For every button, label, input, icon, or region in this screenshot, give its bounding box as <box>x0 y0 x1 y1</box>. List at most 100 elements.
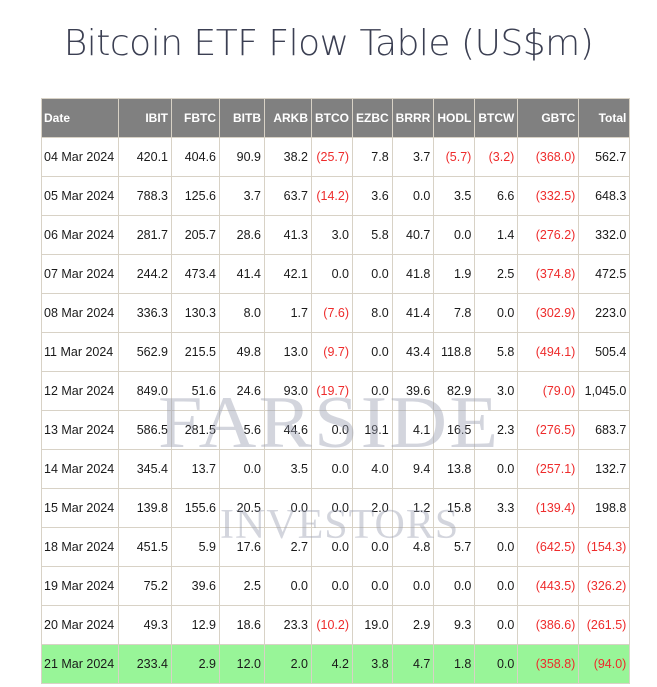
cell-gbtc: (302.9) <box>517 293 580 333</box>
cell-total: (326.2) <box>578 566 631 606</box>
cell-gbtc: (374.8) <box>517 254 580 294</box>
cell-ezbc: 0.0 <box>352 371 393 411</box>
cell-ibit: 281.7 <box>118 215 172 255</box>
cell-fbtc: 215.5 <box>171 332 220 372</box>
cell-total: 648.3 <box>578 176 631 216</box>
cell-btcw: 6.6 <box>474 176 519 216</box>
cell-btcw: 1.4 <box>474 215 519 255</box>
cell-arkb: 2.7 <box>264 527 312 567</box>
column-header-total[interactable]: Total <box>578 98 631 138</box>
cell-btco: 4.2 <box>311 644 353 684</box>
cell-date: 04 Mar 2024 <box>41 137 119 177</box>
table-row: 19 Mar 2024 75.2 39.6 2.5 0.0 0.0 0.0 0.0 0.0 0.0… <box>41 566 631 606</box>
cell-total: (94.0) <box>578 644 631 684</box>
column-header-btco[interactable]: BTCO <box>311 98 353 138</box>
cell-total: (154.3) <box>578 527 631 567</box>
cell-fbtc: 125.6 <box>171 176 220 216</box>
cell-bitb: 17.6 <box>219 527 265 567</box>
cell-arkb: 13.0 <box>264 332 312 372</box>
cell-ezbc: 3.8 <box>352 644 393 684</box>
cell-arkb: 93.0 <box>264 371 312 411</box>
cell-fbtc: 205.7 <box>171 215 220 255</box>
cell-bitb: 41.4 <box>219 254 265 294</box>
cell-arkb: 44.6 <box>264 410 312 450</box>
cell-fbtc: 5.9 <box>171 527 220 567</box>
column-header-arkb[interactable]: ARKB <box>264 98 312 138</box>
cell-bitb: 24.6 <box>219 371 265 411</box>
table-row: 18 Mar 2024 451.5 5.9 17.6 2.7 0.0 0.0 4.8 5.7 0.… <box>41 527 631 567</box>
cell-date: 14 Mar 2024 <box>41 449 119 489</box>
cell-gbtc: (443.5) <box>517 566 580 606</box>
cell-ibit: 849.0 <box>118 371 172 411</box>
table-header-row: Date IBIT FBTC BITB ARKB BTCO EZBC BRRR … <box>41 98 631 138</box>
cell-total: 332.0 <box>578 215 631 255</box>
cell-fbtc: 473.4 <box>171 254 220 294</box>
cell-ezbc: 7.8 <box>352 137 393 177</box>
cell-hodl: 16.5 <box>433 410 476 450</box>
cell-bitb: 8.0 <box>219 293 265 333</box>
cell-hodl: 15.8 <box>433 488 476 528</box>
cell-bitb: 12.0 <box>219 644 265 684</box>
cell-brrr: 41.4 <box>391 293 435 333</box>
cell-ibit: 562.9 <box>118 332 172 372</box>
column-header-btcw[interactable]: BTCW <box>474 98 519 138</box>
table-row: 11 Mar 2024 562.9 215.5 49.8 13.0 (9.7) 0.0 43.… <box>41 332 631 372</box>
cell-btcw: 0.0 <box>474 605 519 645</box>
cell-ezbc: 5.8 <box>352 215 393 255</box>
cell-fbtc: 2.9 <box>171 644 220 684</box>
cell-date: 19 Mar 2024 <box>41 566 119 606</box>
cell-fbtc: 281.5 <box>171 410 220 450</box>
column-header-bitb[interactable]: BITB <box>219 98 265 138</box>
cell-gbtc: (257.1) <box>517 449 580 489</box>
column-header-brrr[interactable]: BRRR <box>391 98 435 138</box>
cell-brrr: 43.4 <box>391 332 435 372</box>
table-row: 21 Mar 2024 233.4 2.9 12.0 2.0 4.2 3.8 4.7 1.8 0.… <box>41 644 631 684</box>
column-header-fbtc[interactable]: FBTC <box>171 98 220 138</box>
cell-brrr: 39.6 <box>391 371 435 411</box>
cell-date: 12 Mar 2024 <box>41 371 119 411</box>
cell-btcw: 0.0 <box>474 566 519 606</box>
cell-arkb: 0.0 <box>264 566 312 606</box>
cell-bitb: 2.5 <box>219 566 265 606</box>
cell-total: 1,045.0 <box>578 371 631 411</box>
cell-btco: (9.7) <box>311 332 353 372</box>
cell-brrr: 4.7 <box>391 644 435 684</box>
table-row: 08 Mar 2024 336.3 130.3 8.0 1.7 (7.6) 8.0 41.4 7… <box>41 293 631 333</box>
cell-brrr: 3.7 <box>391 137 435 177</box>
cell-hodl: 13.8 <box>433 449 476 489</box>
cell-brrr: 4.1 <box>391 410 435 450</box>
cell-gbtc: (79.0) <box>517 371 580 411</box>
cell-date: 08 Mar 2024 <box>41 293 119 333</box>
cell-ibit: 233.4 <box>118 644 172 684</box>
column-header-date[interactable]: Date <box>41 98 119 138</box>
column-header-ezbc[interactable]: EZBC <box>352 98 393 138</box>
cell-bitb: 28.6 <box>219 215 265 255</box>
cell-fbtc: 51.6 <box>171 371 220 411</box>
cell-btcw: 2.5 <box>474 254 519 294</box>
cell-date: 11 Mar 2024 <box>41 332 119 372</box>
column-header-ibit[interactable]: IBIT <box>118 98 172 138</box>
cell-gbtc: (368.0) <box>517 137 580 177</box>
cell-ezbc: 0.0 <box>352 332 393 372</box>
cell-arkb: 1.7 <box>264 293 312 333</box>
column-header-gbtc[interactable]: GBTC <box>517 98 580 138</box>
cell-btcw: (3.2) <box>474 137 519 177</box>
cell-brrr: 2.9 <box>391 605 435 645</box>
column-header-hodl[interactable]: HODL <box>433 98 476 138</box>
cell-ibit: 75.2 <box>118 566 172 606</box>
cell-brrr: 0.0 <box>391 566 435 606</box>
cell-btcw: 2.3 <box>474 410 519 450</box>
cell-bitb: 90.9 <box>219 137 265 177</box>
table-row: 06 Mar 2024 281.7 205.7 28.6 41.3 3.0 5.8 40.7 0… <box>41 215 631 255</box>
cell-ibit: 336.3 <box>118 293 172 333</box>
cell-btco: 0.0 <box>311 527 353 567</box>
table-row: 15 Mar 2024 139.8 155.6 20.5 0.0 0.0 2.0 1.2 15.… <box>41 488 631 528</box>
cell-gbtc: (494.1) <box>517 332 580 372</box>
cell-ibit: 345.4 <box>118 449 172 489</box>
cell-total: 223.0 <box>578 293 631 333</box>
cell-bitb: 3.7 <box>219 176 265 216</box>
cell-fbtc: 130.3 <box>171 293 220 333</box>
cell-hodl: 1.9 <box>433 254 476 294</box>
etf-flow-table: Date IBIT FBTC BITB ARKB BTCO EZBC BRRR … <box>41 98 631 684</box>
cell-hodl: 1.8 <box>433 644 476 684</box>
